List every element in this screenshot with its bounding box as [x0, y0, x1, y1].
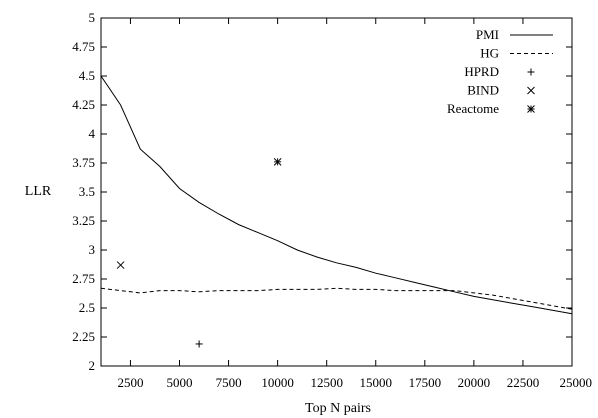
y-tick-label: 4.75	[72, 39, 95, 54]
x-tick-label: 12500	[310, 375, 343, 390]
data-point-hprd	[195, 340, 203, 348]
x-tick-label: 15000	[360, 375, 393, 390]
y-tick-label: 4.25	[72, 97, 95, 112]
y-tick-label: 3	[89, 242, 96, 257]
legend-label-pmi: PMI	[476, 27, 499, 42]
series-line-pmi	[100, 75, 573, 315]
y-axis-label: LLR	[25, 184, 52, 199]
y-tick-label: 5	[89, 10, 96, 25]
y-tick-label: 3.25	[72, 213, 95, 228]
x-tick-label: 22500	[507, 375, 540, 390]
y-axis-ticks: 2 2.25 2.5 2.75 3 3.25 3.5 3.75 4 4.25 4.5 4.75 5	[72, 10, 572, 373]
legend-key-bind	[527, 86, 535, 95]
x-tick-label: 5000	[167, 375, 193, 390]
legend-label-hg: HG	[480, 46, 499, 61]
legend-label-bind: BIND	[467, 83, 499, 98]
x-tick-label: 2500	[117, 375, 143, 390]
y-tick-label: 2	[89, 358, 96, 373]
legend-label-reactome: Reactome	[447, 101, 499, 116]
legend-label-hprd: HPRD	[464, 64, 499, 79]
x-axis-label: Top N pairs	[305, 401, 371, 416]
y-tick-label: 3.75	[72, 155, 95, 170]
y-tick-label: 4.5	[79, 68, 95, 83]
y-tick-label: 3.5	[79, 184, 95, 199]
x-tick-label: 10000	[261, 375, 294, 390]
legend: PMI HG HPRD BIND Reactome	[447, 27, 553, 116]
x-tick-label: 17500	[409, 375, 442, 390]
legend-key-reactome	[527, 105, 535, 113]
x-tick-label: 7500	[216, 375, 242, 390]
series-line-hg	[100, 287, 573, 310]
plot-frame	[100, 17, 573, 367]
y-tick-label: 4	[89, 126, 96, 141]
x-axis-ticks: 2500 5000 7500 10000 12500 15000 17500 20000 225…	[117, 18, 592, 390]
series-layer	[100, 75, 573, 348]
legend-key-hprd	[527, 68, 535, 76]
x-tick-label: 20000	[458, 375, 491, 390]
y-tick-label: 2.75	[72, 271, 95, 286]
x-tick-label: 25000	[560, 375, 593, 390]
data-point-bind	[116, 261, 125, 269]
y-tick-label: 2.5	[79, 300, 95, 315]
data-point-reactome	[273, 157, 282, 166]
y-tick-label: 2.25	[72, 329, 95, 344]
